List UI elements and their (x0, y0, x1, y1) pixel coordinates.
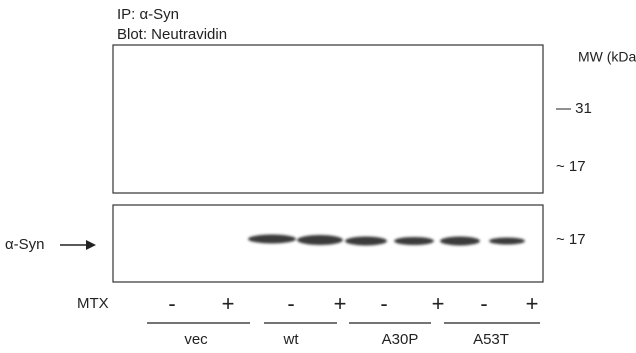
treatment-sign: + (222, 291, 235, 316)
mw-marker: ~ 17 (556, 231, 586, 248)
blot-figure: IP: α-Syn Blot: Neutravidin MW (kDa) — 3… (0, 0, 636, 353)
band (489, 238, 525, 245)
blot-label: Blot: Neutravidin (117, 26, 227, 43)
mw-marker: ~ 17 (556, 158, 586, 175)
band (345, 237, 387, 246)
mw-title: MW (kDa) (578, 49, 636, 65)
treatment-sign: + (526, 291, 539, 316)
band (440, 237, 480, 246)
group-label: A53T (473, 331, 509, 348)
mw-marker: — 31 (556, 100, 592, 117)
treatment-label: MTX (77, 295, 109, 312)
arrow (60, 240, 96, 250)
band (248, 235, 296, 244)
treatment-sign: - (287, 291, 294, 316)
band (394, 237, 434, 245)
band-label: α-Syn (5, 236, 45, 253)
band (297, 235, 343, 245)
treatment-sign: + (334, 291, 347, 316)
group-label: vec (184, 331, 208, 348)
treatment-sign: + (432, 291, 445, 316)
figure: IP: α-Syn Blot: Neutravidin MW (kDa) — 3… (0, 0, 636, 353)
ip-label: IP: α-Syn (117, 6, 179, 23)
treatment-sign: - (380, 291, 387, 316)
treatment-sign: - (480, 291, 487, 316)
treatment-sign: - (168, 291, 175, 316)
group-label: A30P (382, 331, 419, 348)
top-panel (113, 45, 543, 193)
group-label: wt (283, 331, 300, 348)
